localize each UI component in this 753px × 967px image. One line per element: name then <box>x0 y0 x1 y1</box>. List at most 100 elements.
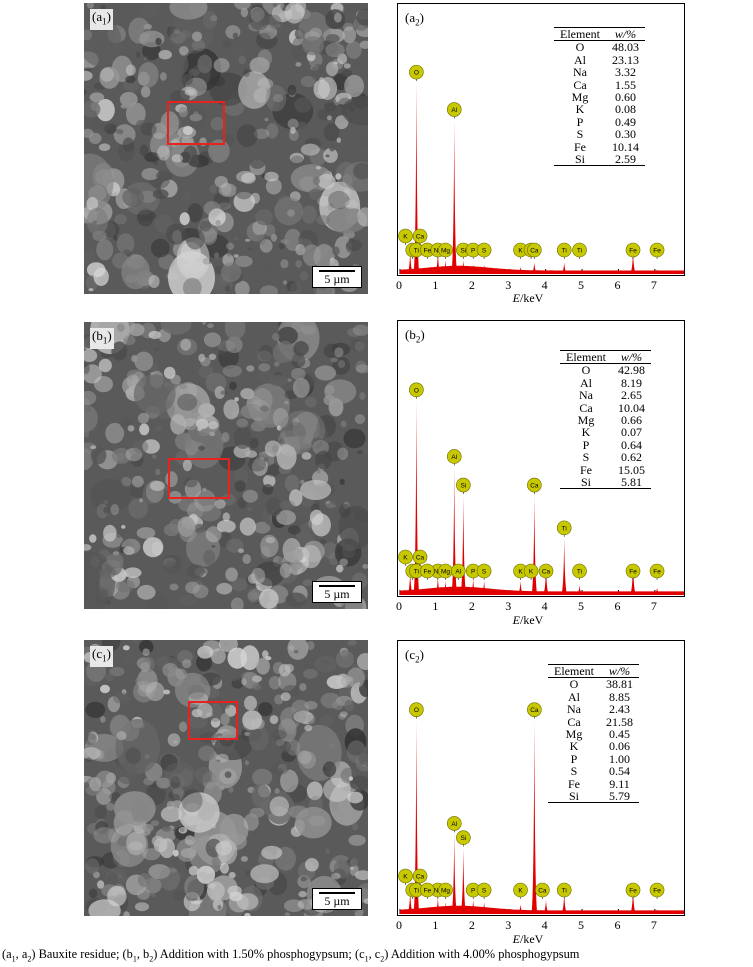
element-cell: Al <box>567 689 580 704</box>
mass-fraction-cell: 15.05 <box>617 462 645 477</box>
svg-text:Mg: Mg <box>441 888 450 895</box>
element-marker: K <box>523 563 539 580</box>
spectrum-background <box>400 905 684 914</box>
spectrum-peak <box>434 575 442 595</box>
table-row: O 42.98 <box>560 364 651 377</box>
spectrum-peak <box>460 495 467 595</box>
svg-text:K: K <box>518 569 523 576</box>
x-tick-label: 2 <box>468 599 475 613</box>
table-row: S 0.54 <box>548 765 639 778</box>
spectrum-peak <box>531 262 538 274</box>
element-marker: O <box>409 382 424 399</box>
svg-text:Si: Si <box>460 248 466 255</box>
panel-label-a1: (a1) <box>90 9 113 30</box>
spectrum-peak <box>517 580 524 595</box>
table-row: Ca 1.55 <box>554 77 645 92</box>
element-cell: Mg <box>571 90 589 105</box>
x-tick-label: 5 <box>578 599 585 613</box>
table-row: Al 23.13 <box>554 52 645 67</box>
spectrum-peak <box>653 909 661 914</box>
spectrum-peak <box>653 269 661 274</box>
spectrum-peak <box>629 887 637 914</box>
element-marker: O <box>409 64 424 82</box>
svg-text:Fe: Fe <box>629 569 637 576</box>
x-tick-label: 2 <box>468 918 475 932</box>
sem-texture <box>84 322 368 609</box>
element-marker: Si <box>456 830 471 847</box>
table-row: K 0.08 <box>554 102 645 117</box>
element-marker: Fe <box>649 882 665 899</box>
x-tick-label: 4 <box>541 918 548 932</box>
element-cell: P <box>570 751 578 766</box>
spectrum-peak <box>480 264 488 274</box>
sem-image-a1: (a1) 5 µm <box>84 3 368 294</box>
element-marker: Ti <box>556 882 572 899</box>
svg-text:Si: Si <box>460 835 466 842</box>
eds-spectrum-chart: OAlTiTiKCaFeNaMgSiPSKKCaTiTiFeFe <box>398 64 684 275</box>
spectrum-peak <box>434 250 442 274</box>
spectrum-peak <box>442 902 449 914</box>
table-row: P 0.64 <box>560 437 651 452</box>
svg-text:Ca: Ca <box>530 707 539 714</box>
spectrum-peak <box>469 578 477 595</box>
x-axis-ticks: 0 1 2 3 4 5 6 7 <box>396 599 685 613</box>
table-header-element: Element <box>554 26 606 42</box>
svg-text:Ti: Ti <box>414 248 419 255</box>
svg-text:Mg: Mg <box>441 569 450 576</box>
mass-fraction-cell: 0.45 <box>608 727 630 742</box>
element-cell: Ca <box>567 714 581 729</box>
mass-fraction-cell: 0.08 <box>614 102 636 117</box>
spectrum-peak <box>480 902 488 914</box>
x-tick-label: 5 <box>578 278 585 292</box>
element-marker: K <box>398 549 413 566</box>
element-cell: Al <box>573 52 586 67</box>
element-marker: Si <box>456 477 471 495</box>
spectrum-peak <box>531 719 538 914</box>
scale-bar: 5 µm <box>312 581 362 603</box>
svg-text:O: O <box>414 707 419 714</box>
table-row: Al 8.19 <box>560 376 651 389</box>
element-marker: Ti <box>572 563 587 580</box>
spectrum-peak <box>460 259 467 274</box>
spectrum-peak <box>451 119 458 274</box>
sem-image-c1: (c1) 5 µm <box>84 640 368 916</box>
svg-text:Ti: Ti <box>414 888 419 895</box>
spectrum-peak <box>406 571 414 595</box>
table-row: Si 2.59 <box>554 153 645 167</box>
x-axis-ticks: 0 1 2 3 4 5 6 7 <box>396 278 685 292</box>
x-axis-label: E/keV <box>512 613 544 627</box>
table-row: Ca 21.58 <box>548 714 639 729</box>
element-marker: Mg <box>438 882 453 899</box>
mass-fraction-cell: 10.04 <box>617 400 645 415</box>
x-tick-label: 5 <box>578 918 585 932</box>
x-tick-label: 1 <box>432 918 439 932</box>
element-cell: Si <box>548 790 600 804</box>
mass-fraction-cell: 1.55 <box>614 77 636 92</box>
table-row: Mg 0.66 <box>560 414 651 427</box>
sem-texture <box>84 3 368 294</box>
mass-fraction-cell: 2.43 <box>608 702 630 717</box>
element-marker: Ti <box>409 563 424 580</box>
element-marker: Fe <box>420 563 435 580</box>
spectrum-peak <box>561 892 568 914</box>
mass-fraction-cell: 5.81 <box>611 476 651 490</box>
x-tick-label: 7 <box>650 918 657 932</box>
element-marker: P <box>465 563 481 580</box>
element-cell: Mg <box>565 727 583 742</box>
svg-text:Ca: Ca <box>416 234 425 241</box>
spectrum-peak <box>517 266 524 274</box>
element-cell: Ca <box>579 400 593 415</box>
mass-fraction-cell: 1.00 <box>608 751 630 766</box>
svg-text:P: P <box>471 888 475 895</box>
element-marker: Fe <box>649 242 665 259</box>
spectrum-peak <box>517 904 524 914</box>
spectrum-peak <box>576 585 583 595</box>
spectrum-peak <box>442 259 449 274</box>
svg-text:Fe: Fe <box>629 248 637 255</box>
element-cell: Ca <box>573 77 587 92</box>
composition-table: Element w/% O 38.81 Al 8.85 Na 2.43 Ca 21.58 Mg 0.4… <box>548 663 639 804</box>
mass-fraction-cell: 0.64 <box>620 437 642 452</box>
svg-text:Ca: Ca <box>416 555 425 562</box>
element-marker: Al <box>446 816 462 833</box>
svg-text:K: K <box>403 874 408 881</box>
